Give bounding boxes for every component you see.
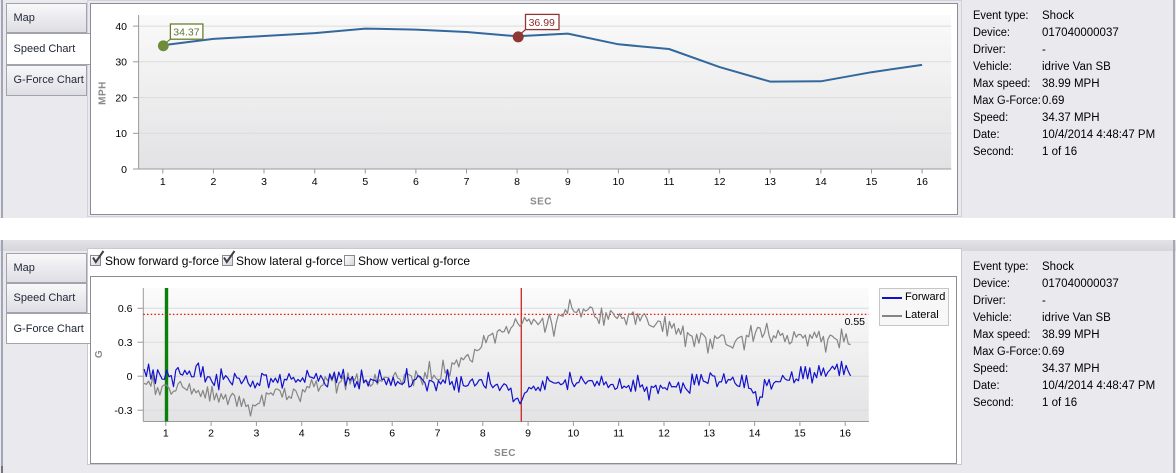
- svg-text:3: 3: [253, 428, 259, 440]
- svg-text:SEC: SEC: [494, 448, 516, 459]
- svg-text:G: G: [94, 350, 105, 358]
- svg-text:0.3: 0.3: [118, 337, 133, 349]
- svg-text:2: 2: [208, 428, 214, 440]
- svg-text:5: 5: [362, 176, 368, 188]
- svg-text:30: 30: [115, 57, 127, 69]
- svg-text:36.99: 36.99: [529, 17, 555, 29]
- svg-text:34.37: 34.37: [173, 27, 199, 39]
- svg-text:4: 4: [312, 176, 318, 188]
- svg-text:11: 11: [664, 176, 675, 188]
- svg-text:1: 1: [160, 176, 166, 188]
- svg-text:SEC: SEC: [530, 197, 552, 208]
- svg-text:12: 12: [658, 428, 670, 440]
- svg-text:0.6: 0.6: [118, 303, 133, 315]
- svg-text:40: 40: [115, 21, 127, 33]
- svg-text:13: 13: [703, 428, 715, 440]
- svg-text:4: 4: [299, 428, 305, 440]
- svg-text:16: 16: [916, 176, 928, 188]
- svg-text:5: 5: [344, 428, 350, 440]
- svg-text:12: 12: [714, 176, 726, 188]
- svg-text:0.55: 0.55: [845, 316, 866, 328]
- svg-text:2: 2: [210, 176, 216, 188]
- svg-text:20: 20: [115, 92, 127, 104]
- svg-text:8: 8: [480, 428, 486, 440]
- svg-text:0: 0: [127, 371, 133, 383]
- svg-text:6: 6: [413, 176, 419, 188]
- svg-text:15: 15: [866, 176, 878, 188]
- svg-text:11: 11: [613, 428, 624, 440]
- svg-text:8: 8: [514, 176, 520, 188]
- svg-text:3: 3: [261, 176, 267, 188]
- svg-text:6: 6: [389, 428, 395, 440]
- svg-text:1: 1: [163, 428, 169, 440]
- svg-text:7: 7: [435, 428, 441, 440]
- svg-text:14: 14: [749, 428, 761, 440]
- svg-text:9: 9: [525, 428, 531, 440]
- svg-text:0: 0: [121, 164, 127, 176]
- svg-text:-0.3: -0.3: [114, 405, 132, 417]
- svg-text:14: 14: [815, 176, 827, 188]
- svg-text:9: 9: [565, 176, 571, 188]
- svg-text:10: 10: [115, 128, 127, 140]
- svg-text:10: 10: [568, 428, 580, 440]
- svg-text:13: 13: [764, 176, 776, 188]
- svg-text:MPH: MPH: [98, 81, 109, 105]
- svg-text:7: 7: [464, 176, 470, 188]
- svg-text:10: 10: [613, 176, 625, 188]
- svg-text:16: 16: [839, 428, 851, 440]
- svg-text:15: 15: [794, 428, 806, 440]
